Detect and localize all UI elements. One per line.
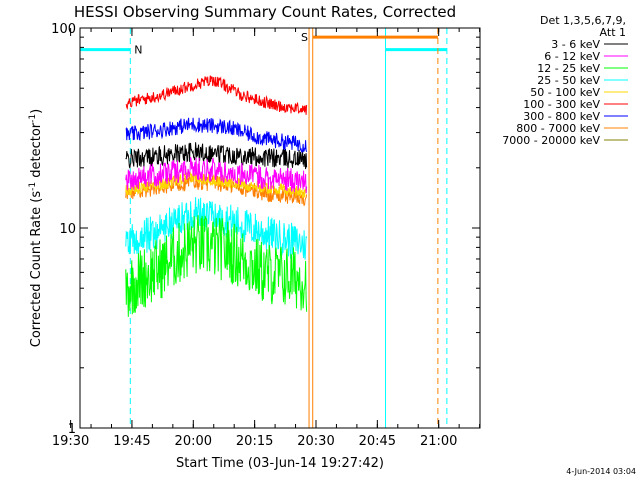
x-tick-label: 20:45 — [359, 434, 396, 449]
legend-label-300-800-kev: 300 - 800 keV — [523, 110, 600, 123]
legend-label-7000-20000-kev: 7000 - 20000 keV — [502, 134, 600, 147]
saa-label: S — [301, 31, 308, 44]
series-12-25-kev-line — [125, 215, 308, 317]
legend-label-12-25-kev: 12 - 25 keV — [537, 62, 600, 75]
series-6-12-kev-line — [125, 156, 308, 194]
series-3-6-kev-line — [125, 142, 308, 170]
legend-label-100-300-kev: 100 - 300 keV — [523, 98, 600, 111]
series-50-100-kev-line — [125, 171, 308, 199]
x-axis-label: Start Time (03-Jun-14 19:27:42) — [176, 456, 384, 471]
legend-label-6-12-kev: 6 - 12 keV — [544, 50, 600, 63]
x-tick-label: 21:00 — [420, 434, 457, 449]
x-tick-label: 20:30 — [297, 434, 334, 449]
chart-title: HESSI Observing Summary Count Rates, Cor… — [74, 3, 456, 21]
x-tick-label: 19:30 — [52, 434, 89, 449]
night-label: N — [134, 44, 142, 57]
y-tick-label: 1 — [68, 422, 76, 437]
legend-label-800-7000-kev: 800 - 7000 keV — [516, 122, 600, 135]
x-tick-label: 20:00 — [175, 434, 212, 449]
legend-label-50-100-kev: 50 - 100 keV — [530, 86, 600, 99]
axis-ticks: 19:30 19:45 20:00 20:15 20:30 20:45 21:00 1 10 10… — [51, 22, 481, 449]
x-tick-label: 19:45 — [113, 434, 150, 449]
series-800-7000-kev-line — [125, 173, 308, 207]
y-axis-label: Corrected Count Rate (s-1 detector-1) — [28, 109, 44, 347]
footer-date: 4-Jun-2014 03:04 — [566, 467, 636, 476]
series-300-800-kev-line — [125, 117, 308, 153]
x-tick-label: 20:15 — [236, 434, 273, 449]
legend-label-3-6-kev: 3 - 6 keV — [551, 38, 600, 51]
y-tick-label: 100 — [51, 22, 76, 37]
series-100-300-kev-line — [125, 75, 308, 115]
legend-header-line1: Det 1,3,5,6,7,9, — [540, 14, 626, 27]
legend-header-line2: Att 1 — [600, 26, 626, 39]
y-tick-label: 10 — [59, 222, 76, 237]
legend-label-25-50-kev: 25 - 50 keV — [537, 74, 600, 87]
